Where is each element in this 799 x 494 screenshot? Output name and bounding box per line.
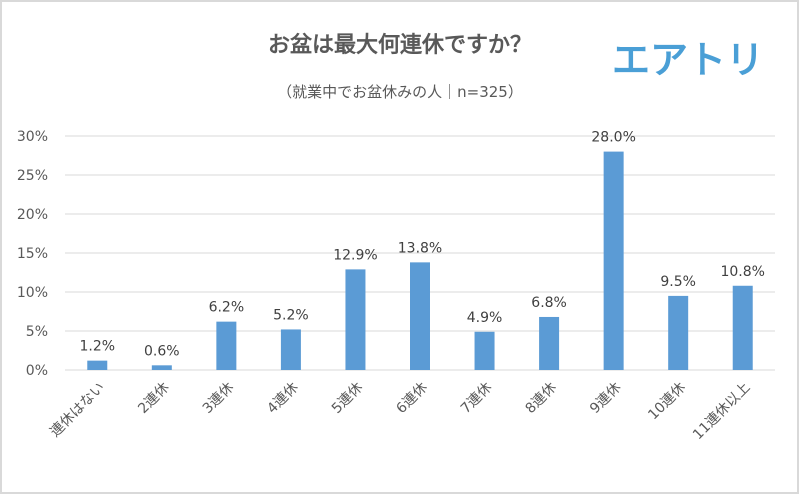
y-tick-label: 0%	[26, 363, 48, 379]
chart-subtitle: （就業中でお盆休みの人｜n=325）	[277, 83, 523, 101]
x-tick-label: 連休はない	[47, 380, 108, 441]
x-tick-label: 3連休	[200, 380, 237, 417]
data-label: 5.2%	[273, 307, 309, 323]
data-label: 6.2%	[209, 300, 245, 316]
data-label: 28.0%	[591, 130, 635, 146]
bar	[345, 269, 366, 370]
data-label: 9.5%	[660, 274, 696, 290]
bar	[539, 316, 560, 370]
x-tick-label: 6連休	[393, 380, 430, 417]
x-tick-label: 9連休	[587, 380, 624, 417]
bar	[280, 329, 301, 370]
y-tick-label: 30%	[17, 129, 48, 145]
x-tick-label: 10連休	[645, 380, 689, 424]
data-label: 6.8%	[531, 295, 567, 311]
y-tick-label: 5%	[26, 324, 48, 340]
chart-title: お盆は最大何連休ですか？	[268, 32, 532, 58]
y-tick-label: 10%	[17, 285, 48, 301]
y-tick-label: 20%	[17, 207, 48, 223]
data-label: 10.8%	[720, 264, 764, 280]
x-tick-label: 8連休	[522, 380, 559, 417]
x-tick-label: 7連休	[458, 380, 495, 417]
logo: エアトリ	[612, 38, 764, 82]
bar	[474, 331, 495, 370]
y-tick-label: 15%	[17, 246, 48, 262]
data-label: 13.8%	[398, 240, 442, 256]
y-tick-label: 25%	[17, 168, 48, 184]
bar	[151, 365, 172, 370]
x-tick-label: 5連休	[329, 380, 366, 417]
bar	[732, 285, 753, 370]
data-label: 12.9%	[333, 247, 377, 263]
x-tick-label: 2連休	[135, 380, 172, 417]
x-tick-label: 11連休以上	[690, 380, 754, 444]
bar	[603, 151, 624, 370]
bar	[668, 295, 689, 370]
bar	[216, 321, 237, 370]
bar	[87, 360, 108, 370]
data-label: 0.6%	[144, 343, 180, 359]
bar	[410, 262, 430, 370]
x-tick-label: 4連休	[264, 380, 301, 417]
data-label: 4.9%	[467, 310, 503, 326]
data-label: 1.2%	[79, 339, 115, 355]
